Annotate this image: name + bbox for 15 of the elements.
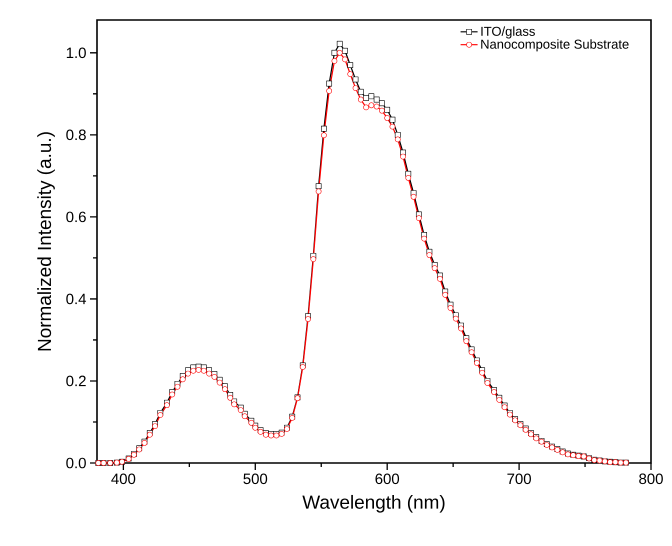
x-tick-label: 600 [375,474,400,484]
x-tick-label: 700 [507,474,531,484]
x-tick-label: 500 [243,474,268,484]
y-tick-label: 0.4 [66,294,86,304]
y-tick-label: 0.2 [66,376,86,386]
y-tick-label: 0.6 [66,212,86,222]
y-axis-title: Normalized Intensity (a.u.) [37,132,55,350]
x-axis-title: Wavelength (nm) [302,494,444,513]
x-tick-label: 800 [639,474,663,484]
legend-label: ITO/glass [481,26,535,38]
y-tick-label: 1.0 [66,48,86,58]
y-tick-label: 0.8 [66,130,86,140]
legend-label: Nanocomposite Substrate [481,39,629,52]
y-tick-label: 0.0 [66,458,86,468]
x-tick-label: 400 [111,474,136,484]
